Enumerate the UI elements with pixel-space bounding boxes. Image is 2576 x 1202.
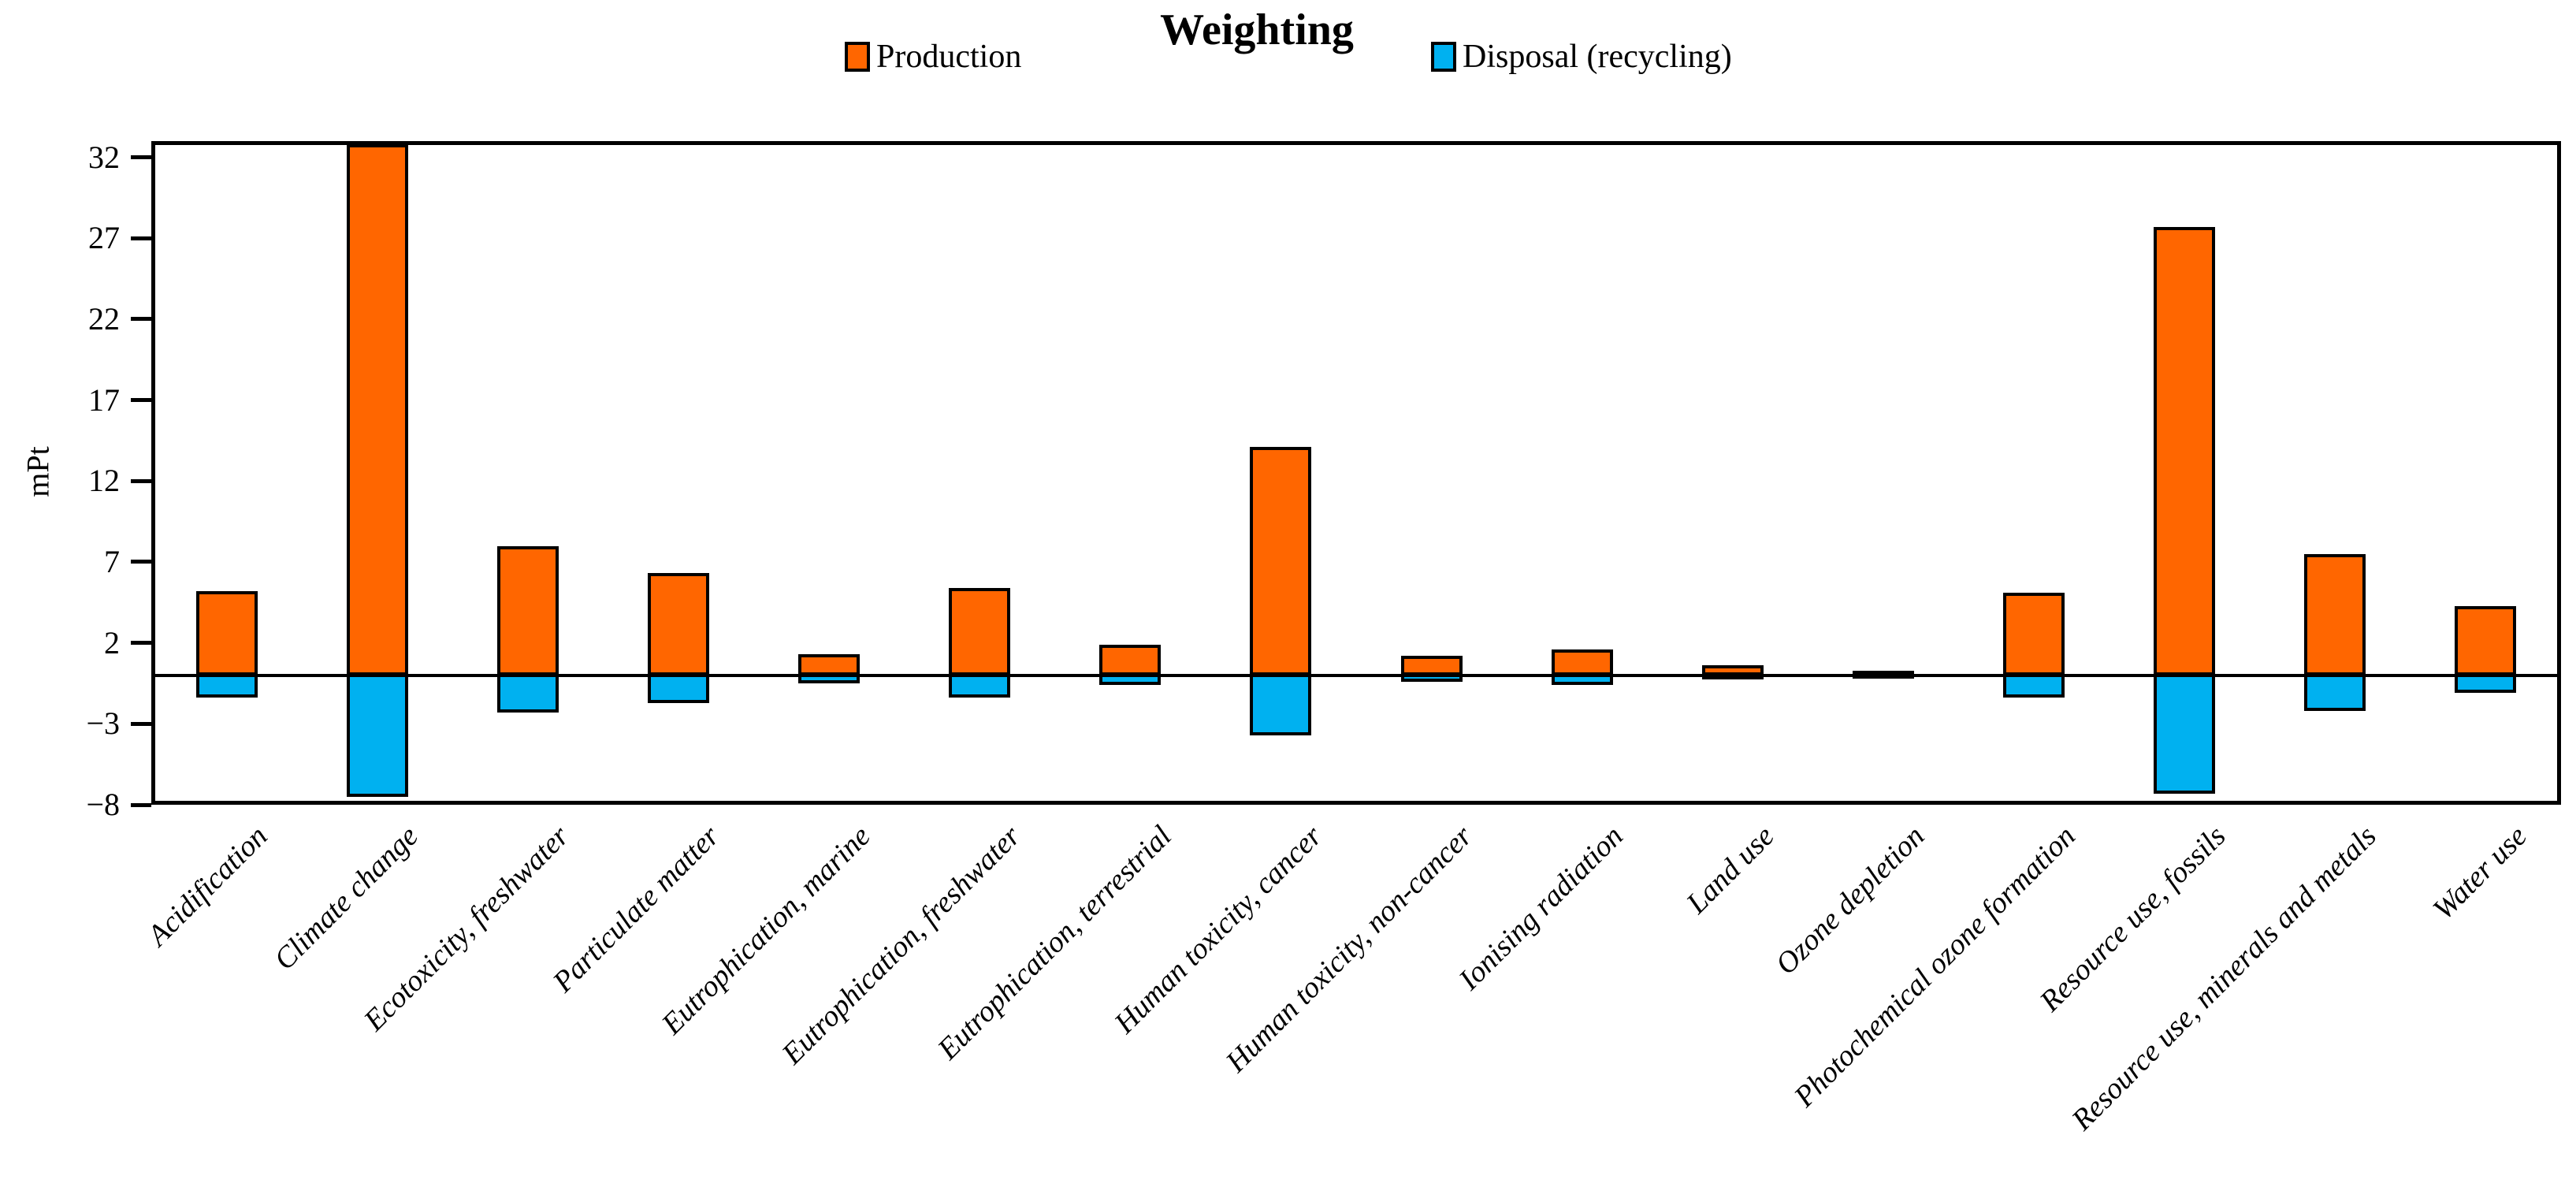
production-bar bbox=[496, 545, 559, 679]
legend-label-production: Production bbox=[876, 39, 1022, 75]
y-axis-tick bbox=[131, 721, 151, 726]
y-axis-tick bbox=[131, 155, 151, 160]
disposal-bar bbox=[2304, 672, 2366, 711]
disposal-bar bbox=[496, 672, 559, 713]
disposal-bar bbox=[346, 672, 408, 797]
production-bar bbox=[2455, 605, 2517, 679]
y-axis-tick-label: 12 bbox=[88, 463, 120, 499]
y-axis-tick bbox=[131, 478, 151, 483]
production-bar bbox=[346, 144, 408, 679]
production-legend-swatch-icon bbox=[845, 42, 870, 72]
chart-title: Weighting bbox=[1160, 6, 1354, 54]
y-axis-tick bbox=[131, 398, 151, 403]
production-bar bbox=[2304, 553, 2366, 679]
x-axis-category-label: Ozone depletion bbox=[1769, 819, 1931, 981]
y-axis-tick-label: 17 bbox=[88, 381, 120, 418]
y-axis-tick bbox=[131, 317, 151, 322]
legend-item-production: Production bbox=[845, 39, 1022, 75]
x-axis-category-label: Water use bbox=[2426, 819, 2533, 927]
x-axis-category-label: Resource use, minerals and metals bbox=[2065, 819, 2383, 1137]
y-axis-tick-label: 2 bbox=[104, 624, 120, 661]
zero-axis-line bbox=[151, 673, 2561, 677]
x-axis-category-label: Eutrophication, freshwater bbox=[775, 819, 1028, 1071]
production-bar bbox=[2003, 593, 2065, 679]
x-axis-category-label: Ionising radiation bbox=[1452, 819, 1630, 997]
x-axis-category-label: Climate change bbox=[267, 819, 426, 977]
y-axis-tick-label: −8 bbox=[86, 787, 120, 822]
x-axis-category-label: Human toxicity, non-cancer bbox=[1220, 819, 1479, 1079]
disposal-bar bbox=[1250, 672, 1312, 735]
y-axis-tick-label: −3 bbox=[86, 705, 120, 742]
legend-item-disposal: Disposal (recycling) bbox=[1431, 39, 1732, 75]
legend-label-disposal: Disposal (recycling) bbox=[1463, 39, 1732, 75]
y-axis-tick-label: 32 bbox=[88, 139, 120, 175]
y-axis-tick-label: 22 bbox=[88, 300, 120, 337]
disposal-bar bbox=[647, 672, 709, 703]
y-axis-tick-label: 7 bbox=[104, 543, 120, 579]
production-bar bbox=[949, 587, 1011, 679]
y-axis-tick bbox=[131, 641, 151, 646]
production-bar bbox=[195, 591, 258, 679]
disposal-legend-swatch-icon bbox=[1431, 42, 1456, 72]
disposal-bar bbox=[2154, 672, 2216, 794]
production-bar bbox=[2154, 226, 2216, 679]
x-axis-category-label: Land use bbox=[1679, 819, 1781, 921]
production-bar bbox=[1250, 447, 1312, 679]
y-axis-tick bbox=[131, 236, 151, 240]
production-bar bbox=[647, 573, 709, 679]
x-axis-category-label: Photochemical ozone formation bbox=[1787, 819, 2082, 1114]
y-axis-tick bbox=[131, 802, 151, 807]
y-axis-tick bbox=[131, 560, 151, 564]
x-axis-category-label: Acidification bbox=[141, 819, 274, 953]
y-axis-tick-label: 27 bbox=[88, 220, 120, 256]
